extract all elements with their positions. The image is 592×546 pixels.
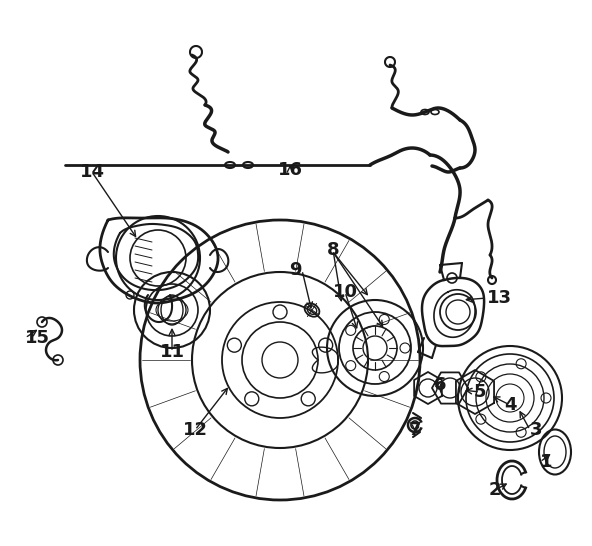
Text: 7: 7 xyxy=(408,421,422,439)
Text: 15: 15 xyxy=(25,329,50,347)
Text: 12: 12 xyxy=(182,421,208,439)
Text: 9: 9 xyxy=(289,261,302,279)
Text: 16: 16 xyxy=(278,161,303,179)
Text: 11: 11 xyxy=(159,343,185,361)
Text: 6: 6 xyxy=(434,376,446,394)
Text: 1: 1 xyxy=(540,453,552,471)
Text: 10: 10 xyxy=(333,283,358,301)
Text: 5: 5 xyxy=(474,383,486,401)
Text: 8: 8 xyxy=(327,241,339,259)
Text: 3: 3 xyxy=(530,421,542,439)
Text: 2: 2 xyxy=(489,481,501,499)
Text: 4: 4 xyxy=(504,396,516,414)
Text: 14: 14 xyxy=(79,163,105,181)
Text: 13: 13 xyxy=(487,289,512,307)
